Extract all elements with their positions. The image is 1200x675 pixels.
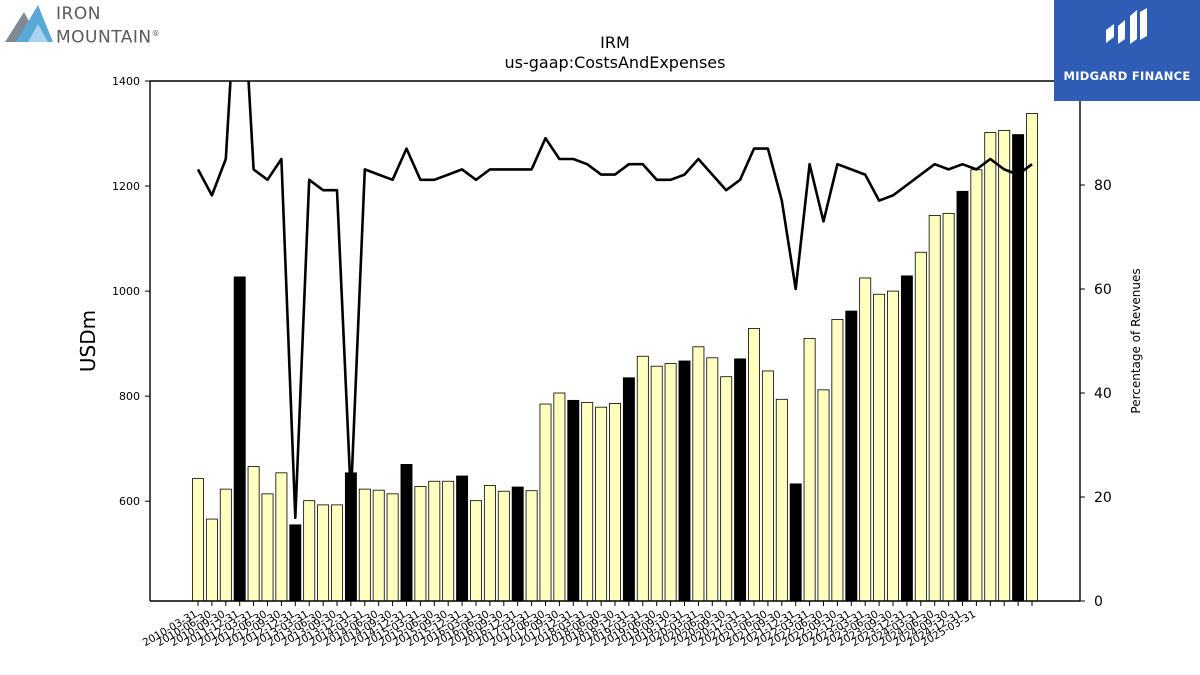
- y-tick-label: 1000: [112, 285, 140, 298]
- bar: [525, 490, 538, 602]
- bar: [956, 190, 969, 602]
- y-axis-label: USDm: [76, 310, 100, 372]
- chart-subtitle: us-gaap:CostsAndExpenses: [505, 53, 726, 72]
- midgard-wordmark: MIDGARD FINANCE: [1063, 69, 1191, 83]
- bar: [817, 389, 830, 602]
- bar: [636, 355, 649, 602]
- midgard-finance-logo: MIDGARD FINANCE: [1054, 0, 1200, 101]
- y-tick-label: 1200: [112, 180, 140, 193]
- bar: [470, 500, 482, 602]
- bar: [553, 392, 566, 602]
- bar: [289, 524, 302, 602]
- bar: [192, 478, 204, 602]
- bar: [748, 327, 760, 602]
- mountain-icon: [5, 5, 53, 42]
- y2-tick-label: 60: [1094, 282, 1112, 298]
- logo-line-1: IRON: [56, 4, 101, 24]
- bar: [358, 488, 371, 602]
- bar: [914, 251, 927, 602]
- bar: [970, 169, 983, 602]
- bar: [497, 490, 510, 602]
- y2-tick-label: 40: [1094, 386, 1112, 402]
- bar: [984, 132, 997, 602]
- bar: [609, 403, 621, 602]
- bar: [887, 290, 899, 602]
- y-tick-label: 800: [119, 390, 140, 403]
- y2-axis-label: Percentage of Revenues: [1129, 268, 1143, 413]
- bar: [400, 464, 413, 602]
- bar: [789, 483, 802, 602]
- logo-line-2: MOUNTAIN®: [56, 24, 160, 48]
- bar: [720, 376, 733, 602]
- bar: [428, 480, 441, 602]
- bar: [581, 402, 594, 602]
- bar: [456, 475, 469, 602]
- bar: [831, 319, 844, 602]
- bar: [414, 486, 427, 602]
- bar: [873, 293, 886, 602]
- bar: [511, 486, 524, 602]
- bar: [761, 370, 774, 602]
- iron-mountain-wordmark: IRON MOUNTAIN®: [56, 4, 160, 48]
- bar: [775, 398, 788, 602]
- bar: [1026, 113, 1038, 602]
- bar: [539, 403, 552, 602]
- bar: [386, 493, 399, 602]
- bar: [998, 129, 1011, 602]
- y2-tick-label: 20: [1094, 490, 1112, 506]
- bar: [567, 399, 580, 602]
- y-tick-label: 600: [119, 495, 140, 508]
- bar: [803, 337, 816, 602]
- bar: [442, 480, 455, 602]
- bar: [233, 276, 246, 602]
- chart-title: IRM: [600, 33, 630, 52]
- bar: [261, 493, 274, 602]
- bar: [734, 358, 747, 602]
- bar: [845, 310, 858, 602]
- bar: [942, 212, 955, 602]
- bar: [595, 406, 608, 602]
- y2-tick-label: 0: [1094, 594, 1103, 610]
- bar: [859, 277, 872, 602]
- bar: [622, 377, 635, 602]
- iron-mountain-logo: IRON MOUNTAIN®: [4, 4, 164, 48]
- logo-line-2-text: MOUNTAIN: [56, 27, 152, 48]
- bar: [706, 357, 719, 602]
- bar: [650, 365, 663, 602]
- bar: [483, 485, 496, 602]
- bar: [247, 466, 260, 602]
- bar: [317, 504, 330, 602]
- logo-registered-mark: ®: [151, 29, 161, 38]
- bar: [928, 215, 941, 602]
- bar: [900, 275, 913, 602]
- bar: [678, 360, 691, 602]
- bar: [205, 518, 218, 602]
- bar: [692, 346, 705, 602]
- bar: [303, 500, 316, 602]
- bar: [1012, 134, 1025, 602]
- percentage-line: [196, 81, 1033, 520]
- bar: [664, 363, 677, 602]
- bar: [219, 488, 232, 602]
- y-tick-label: 1400: [112, 75, 140, 88]
- bar: [331, 504, 343, 602]
- bar: [372, 489, 385, 602]
- midgard-mark-icon: [1106, 8, 1147, 44]
- y2-tick-label: 80: [1094, 178, 1112, 194]
- bar: [275, 472, 288, 602]
